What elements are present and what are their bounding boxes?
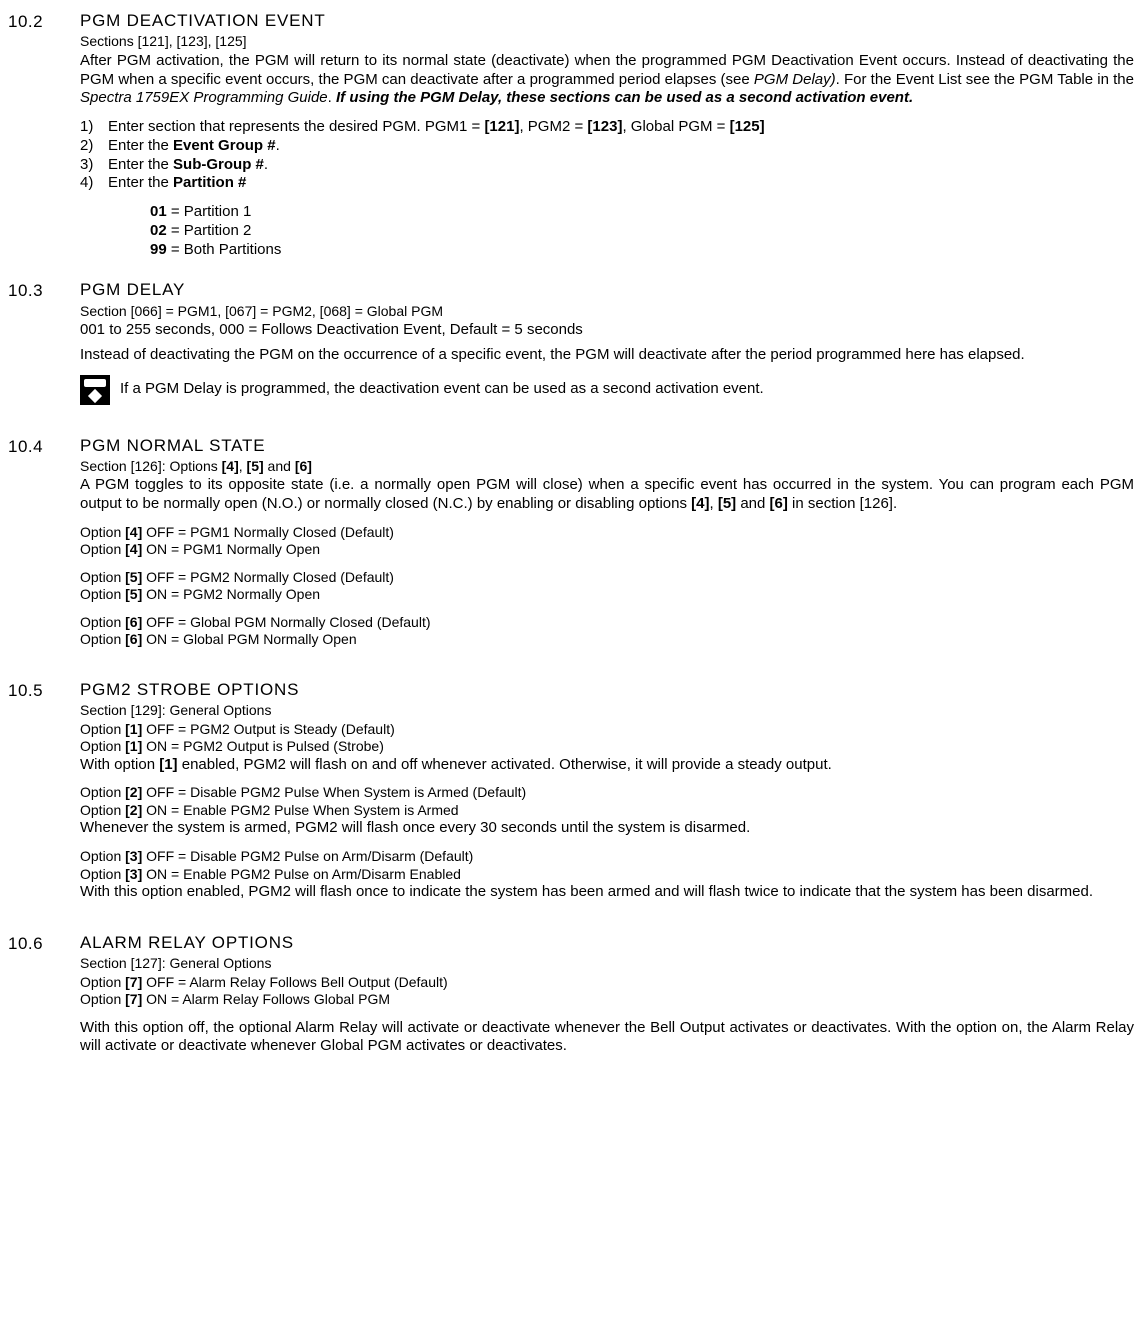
step-number: 2) bbox=[80, 137, 108, 156]
text-italic: Spectra 1759EX Programming Guide bbox=[80, 89, 328, 106]
option-line: Option [7] OFF = Alarm Relay Follows Bel… bbox=[80, 974, 1134, 992]
section-title: PGM NORMAL STATE bbox=[80, 435, 1134, 456]
section-10-4: 10.4 PGM NORMAL STATE Section [126]: Opt… bbox=[8, 435, 1134, 659]
option-line: Option [4] ON = PGM1 Normally Open bbox=[80, 541, 1134, 559]
section-title: PGM2 STROBE OPTIONS bbox=[80, 679, 1134, 700]
option-paragraph: With option [1] enabled, PGM2 will flash… bbox=[80, 756, 1134, 775]
step-text: Enter the Event Group #. bbox=[108, 137, 1134, 156]
step-text: Enter section that represents the desire… bbox=[108, 118, 1134, 137]
partition-label: = Partition 2 bbox=[167, 222, 252, 239]
partition-label: = Both Partitions bbox=[167, 241, 282, 258]
section-subtitle: Section [127]: General Options bbox=[80, 955, 1134, 973]
partition-code: 99 bbox=[150, 241, 167, 258]
step-text: Enter the Partition # bbox=[108, 174, 1134, 193]
option-line: Option [7] ON = Alarm Relay Follows Glob… bbox=[80, 991, 1134, 1009]
section-10-5: 10.5 PGM2 STROBE OPTIONS Section [129]: … bbox=[8, 679, 1134, 912]
option-line: Option [5] OFF = PGM2 Normally Closed (D… bbox=[80, 569, 1134, 587]
text: . For the Event List see the PGM Table i… bbox=[836, 71, 1134, 88]
option-line: Option [1] OFF = PGM2 Output is Steady (… bbox=[80, 721, 1134, 739]
step-number: 4) bbox=[80, 174, 108, 193]
section-number: 10.5 bbox=[8, 679, 80, 701]
option-line: Option [3] ON = Enable PGM2 Pulse on Arm… bbox=[80, 866, 1134, 884]
section-subtitle: Section [066] = PGM1, [067] = PGM2, [068… bbox=[80, 303, 1134, 321]
text: . bbox=[328, 89, 336, 106]
partition-list: 01 = Partition 1 02 = Partition 2 99 = B… bbox=[150, 203, 1134, 259]
option-line: Option [2] ON = Enable PGM2 Pulse When S… bbox=[80, 802, 1134, 820]
option-line: Option [2] OFF = Disable PGM2 Pulse When… bbox=[80, 784, 1134, 802]
section-title: PGM DELAY bbox=[80, 279, 1134, 300]
option-line: Option [5] ON = PGM2 Normally Open bbox=[80, 586, 1134, 604]
section-number: 10.2 bbox=[8, 10, 80, 32]
section-subtitle-2: 001 to 255 seconds, 000 = Follows Deacti… bbox=[80, 321, 1134, 340]
partition-label: = Partition 1 bbox=[167, 203, 252, 220]
option-line: Option [6] ON = Global PGM Normally Open bbox=[80, 631, 1134, 649]
section-paragraph: A PGM toggles to its opposite state (i.e… bbox=[80, 476, 1134, 514]
option-line: Option [4] OFF = PGM1 Normally Closed (D… bbox=[80, 524, 1134, 542]
section-subtitle: Section [129]: General Options bbox=[80, 702, 1134, 720]
step-text: Enter the Sub-Group #. bbox=[108, 156, 1134, 175]
partition-code: 02 bbox=[150, 222, 167, 239]
section-subtitle: Sections [121], [123], [125] bbox=[80, 33, 1134, 51]
note-row: If a PGM Delay is programmed, the deacti… bbox=[80, 375, 1134, 405]
text-italic: PGM Delay) bbox=[754, 71, 836, 88]
option-line: Option [1] ON = PGM2 Output is Pulsed (S… bbox=[80, 738, 1134, 756]
section-number: 10.4 bbox=[8, 435, 80, 457]
section-paragraph: After PGM activation, the PGM will retur… bbox=[80, 52, 1134, 108]
option-line: Option [6] OFF = Global PGM Normally Clo… bbox=[80, 614, 1134, 632]
section-number: 10.3 bbox=[8, 279, 80, 301]
section-title: ALARM RELAY OPTIONS bbox=[80, 932, 1134, 953]
option-line: Option [3] OFF = Disable PGM2 Pulse on A… bbox=[80, 848, 1134, 866]
option-paragraph: With this option enabled, PGM2 will flas… bbox=[80, 883, 1134, 902]
partition-code: 01 bbox=[150, 203, 167, 220]
section-10-6: 10.6 ALARM RELAY OPTIONS Section [127]: … bbox=[8, 932, 1134, 1066]
section-10-3: 10.3 PGM DELAY Section [066] = PGM1, [06… bbox=[8, 279, 1134, 414]
step-number: 3) bbox=[80, 156, 108, 175]
step-number: 1) bbox=[80, 118, 108, 137]
section-subtitle: Section [126]: Options [4], [5] and [6] bbox=[80, 458, 1134, 476]
steps-list: 1)Enter section that represents the desi… bbox=[80, 118, 1134, 193]
section-paragraph: Instead of deactivating the PGM on the o… bbox=[80, 346, 1134, 365]
text-bold-italic: If using the PGM Delay, these sections c… bbox=[336, 89, 913, 106]
section-number: 10.6 bbox=[8, 932, 80, 954]
section-title: PGM DEACTIVATION EVENT bbox=[80, 10, 1134, 31]
section-10-2: 10.2 PGM DEACTIVATION EVENT Sections [12… bbox=[8, 10, 1134, 259]
note-icon bbox=[80, 375, 110, 405]
option-paragraph: Whenever the system is armed, PGM2 will … bbox=[80, 819, 1134, 838]
section-paragraph: With this option off, the optional Alarm… bbox=[80, 1019, 1134, 1057]
note-text: If a PGM Delay is programmed, the deacti… bbox=[120, 380, 764, 399]
